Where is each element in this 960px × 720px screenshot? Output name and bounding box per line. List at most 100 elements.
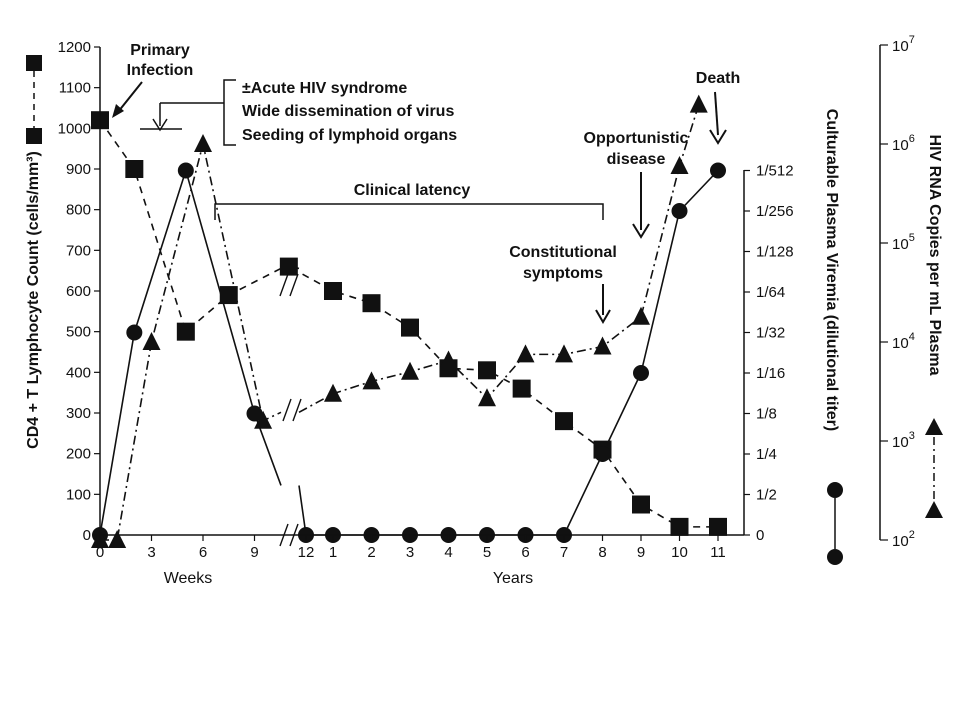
cd4-data-point [324, 282, 342, 300]
rna-data-point [194, 134, 212, 152]
right-y-tick-label: 105 [892, 232, 915, 253]
cd4-data-point [219, 286, 238, 305]
middle-y-tick-label: 1/8 [756, 406, 777, 423]
left-y-axis-title: CD4 + T Lymphocyte Count (cells/mm³) [25, 151, 42, 449]
x-week-tick-label: 3 [147, 544, 155, 561]
cd4-data-point [125, 160, 144, 178]
x-year-tick-label: 11 [710, 544, 726, 561]
x-year-tick-label: 5 [483, 544, 491, 561]
svg-text:±Acute HIV syndrome: ±Acute HIV syndrome [242, 80, 407, 97]
middle-y-tick-label: 1/256 [756, 203, 794, 220]
axis-ticks: 0100200300400500600700800900100011001200… [58, 34, 915, 561]
cd4-data-point [632, 495, 650, 514]
x-year-tick-label: 3 [406, 544, 414, 561]
rna-data-point [593, 336, 612, 355]
axis-break-marks [279, 273, 302, 547]
x-year-tick-label: 2 [367, 544, 375, 561]
cd4-data-point [279, 257, 298, 276]
right-y-tick-label: 104 [892, 331, 915, 352]
right-y-tick-label: 103 [892, 430, 915, 451]
cd4-data-point [512, 379, 531, 398]
right-y-tick-label: 106 [892, 133, 915, 154]
x-year-tick-label: 1 [329, 544, 337, 561]
viremia-data-point [126, 324, 143, 341]
left-y-tick-label: 1100 [59, 80, 91, 97]
left-y-tick-label: 100 [66, 486, 91, 503]
series-line-triangle [298, 104, 700, 414]
cd4-data-point [401, 318, 419, 337]
left-y-tick-label: 600 [66, 283, 91, 300]
rna-data-point [516, 344, 535, 363]
series-line-square [99, 119, 282, 334]
left-y-tick-label: 700 [66, 242, 91, 259]
series-markers [91, 94, 727, 548]
annotation-primary-infection: Primary Infection [112, 42, 193, 118]
rna-data-point [689, 94, 708, 113]
annotation-death: Death [696, 70, 740, 145]
middle-y-tick-label: 1/512 [756, 163, 794, 180]
viremia-data-point [246, 405, 263, 422]
series-line-circle [298, 169, 719, 536]
svg-text:Death: Death [696, 70, 740, 87]
viremia-data-point [710, 162, 726, 179]
legend-cd4-key [26, 55, 42, 144]
right-y-tick-label: 102 [892, 529, 915, 550]
x-year-tick-label: 8 [598, 544, 606, 561]
middle-y-tick-label: 1/16 [756, 365, 785, 382]
cd4-data-point [709, 517, 727, 536]
rna-data-point [108, 530, 127, 548]
svg-text:Infection: Infection [127, 62, 194, 79]
legend-rna-key [925, 418, 943, 518]
viremia-data-point [671, 203, 688, 219]
left-y-tick-label: 0 [83, 527, 91, 544]
cd4-data-point [362, 294, 381, 313]
x-year-tick-label: 9 [637, 544, 645, 561]
middle-y-axis-title: Culturable Plasma Viremia (dilutional ti… [823, 109, 840, 431]
left-y-tick-label: 400 [66, 364, 91, 381]
viremia-data-point [594, 446, 611, 462]
svg-text:Constitutional: Constitutional [509, 244, 617, 261]
rna-data-point [362, 371, 381, 390]
rna-data-point [324, 383, 342, 402]
x-label-years: Years [493, 570, 533, 587]
viremia-data-point [177, 162, 194, 179]
middle-y-tick-label: 1/32 [756, 325, 785, 342]
middle-y-tick-label: 0 [756, 527, 764, 544]
svg-text:Clinical latency: Clinical latency [354, 182, 471, 199]
x-label-weeks: Weeks [164, 570, 213, 587]
rna-data-point [670, 155, 689, 174]
svg-text:Wide dissemination of virus: Wide dissemination of virus [242, 103, 454, 120]
x-year-tick-label: 10 [671, 544, 688, 561]
svg-text:Opportunistic: Opportunistic [584, 130, 689, 147]
annotation-opportunistic-disease: Opportunistic disease [584, 130, 689, 239]
cd4-data-point [670, 517, 689, 536]
x-year-tick-label: 7 [560, 544, 568, 561]
annotation-constitutional-symptoms: Constitutional symptoms [509, 244, 617, 324]
rna-data-point [401, 361, 419, 380]
svg-text:Seeding of lymphoid organs: Seeding of lymphoid organs [242, 127, 457, 144]
right-y-tick-label: 107 [892, 34, 915, 55]
middle-y-tick-label: 1/128 [756, 244, 794, 261]
series-line-square [288, 265, 718, 528]
legend-viremia-key [827, 482, 843, 565]
x-year-tick-label: 4 [444, 544, 452, 561]
left-y-tick-label: 1200 [58, 39, 91, 56]
rna-data-point [478, 388, 496, 407]
cd4-data-point [478, 361, 496, 380]
right-y-axis-title: HIV RNA Copies per mL Plasma [926, 135, 943, 376]
middle-y-tick-label: 1/4 [756, 446, 777, 463]
left-y-tick-label: 500 [66, 324, 91, 341]
annotation-clinical-latency: Clinical latency [214, 182, 604, 220]
rna-data-point [142, 332, 161, 350]
x-year-tick-label: 6 [521, 544, 529, 561]
annotation-acute-phase: ±Acute HIV syndrome Wide dissemination o… [140, 79, 457, 146]
viremia-data-point [633, 365, 649, 381]
cd4-data-point [176, 322, 195, 341]
rna-data-point [254, 410, 273, 429]
x-week-tick-label: 6 [199, 544, 207, 561]
cd4-data-point [555, 412, 573, 431]
left-y-tick-label: 300 [66, 405, 91, 422]
left-y-tick-label: 1000 [58, 120, 91, 137]
rna-data-point [632, 306, 650, 325]
